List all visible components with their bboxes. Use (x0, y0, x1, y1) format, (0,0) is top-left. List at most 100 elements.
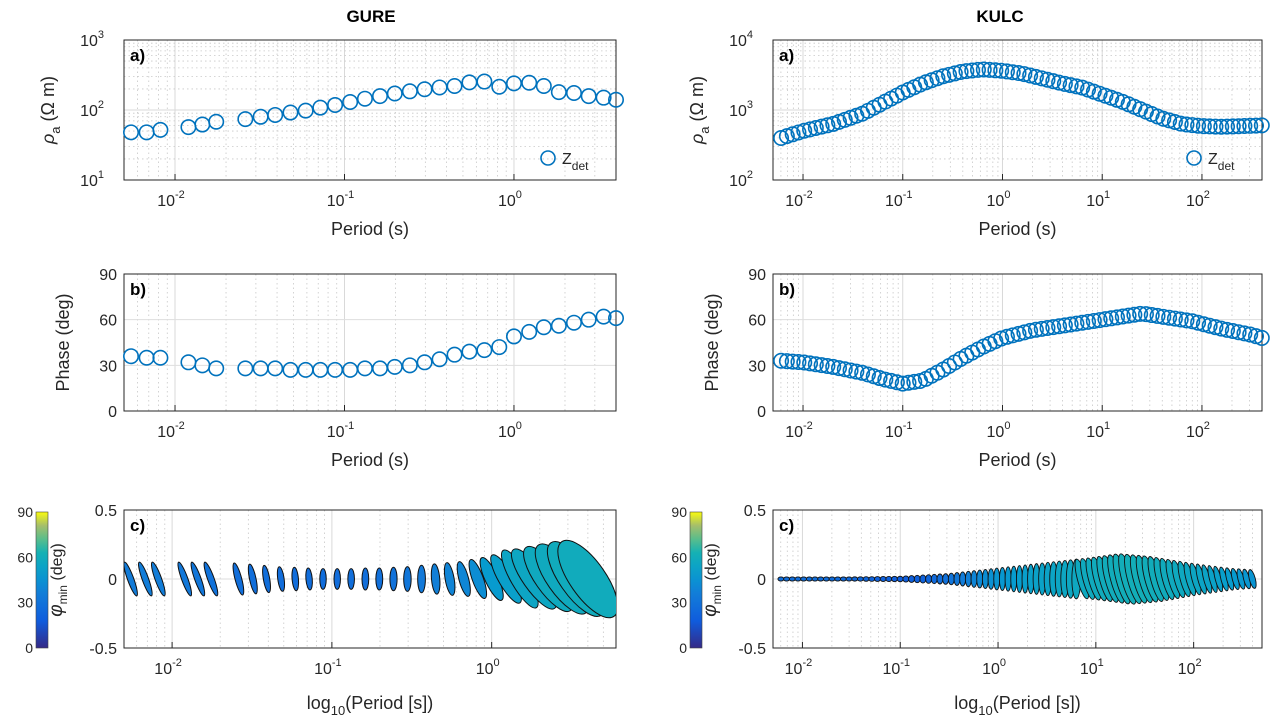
phase-marker (461, 343, 478, 360)
phase-tensor-ellipse (891, 575, 898, 583)
phase-tensor-ellipse (805, 576, 813, 582)
colorbar-tick-label: 60 (671, 549, 687, 565)
gure-c-frame (123, 509, 617, 649)
x-tick-label: 100 (987, 189, 1011, 210)
rho-marker (807, 120, 824, 137)
phase-marker (580, 311, 597, 328)
phase-tensor-ellipse (150, 561, 166, 597)
phase-tensor-ellipse (1010, 565, 1018, 593)
rho-marker (371, 88, 388, 105)
phase-tensor-ellipse (203, 561, 219, 597)
phase-tensor-ellipse (845, 576, 853, 582)
phase-marker (267, 360, 284, 377)
rho-marker (607, 91, 624, 108)
colorbar-tick-label: 0 (25, 640, 33, 656)
phase-marker (1033, 320, 1050, 337)
colorbar-tick-label: 90 (17, 504, 33, 520)
ellipse-group (124, 539, 616, 619)
panel-label: c) (130, 516, 145, 535)
phase-tensor-ellipse (862, 576, 870, 582)
phase-marker (790, 353, 807, 370)
phase-tensor-ellipse (970, 570, 978, 588)
rho-marker (595, 89, 612, 106)
phase-marker (883, 372, 900, 389)
phase-tensor-ellipse (247, 563, 258, 595)
phase-tensor-ellipse (262, 564, 271, 594)
colorbar (35, 511, 49, 649)
phase-marker (813, 357, 830, 374)
phase-marker (505, 328, 522, 345)
phase-marker (1137, 306, 1154, 323)
rho-marker (964, 62, 981, 79)
phase-marker (1190, 314, 1207, 331)
phase-marker (1253, 329, 1270, 346)
phase-marker (1166, 310, 1183, 327)
x-tick-label: 10-1 (885, 189, 913, 210)
x-tick-label: 100 (476, 657, 500, 678)
rho-marker (401, 83, 418, 100)
x-tick-label: 100 (987, 420, 1011, 441)
phase-marker (888, 374, 905, 391)
phase-marker (848, 363, 865, 380)
phase-marker (871, 370, 888, 387)
y-tick-label: 0 (108, 572, 117, 589)
rho-marker (267, 106, 284, 123)
rho-marker (194, 116, 211, 133)
gure-b-frame (123, 273, 617, 412)
phase-tensor-ellipse (557, 539, 616, 619)
phase-tensor-ellipse (232, 562, 245, 596)
rho-marker (550, 84, 567, 101)
phase-tensor-ellipse (856, 576, 864, 582)
rho-marker (1248, 117, 1265, 134)
rho-marker (476, 73, 493, 90)
rho-marker (282, 104, 299, 121)
legend-label: Zdet (1208, 151, 1235, 173)
phase-marker (476, 342, 493, 359)
phase-marker (237, 360, 254, 377)
rho-marker (975, 61, 992, 78)
phase-marker (998, 328, 1015, 345)
y-tick-label: 104 (729, 29, 753, 50)
rho-marker (1201, 118, 1218, 135)
colorbar-tick-label: 60 (17, 549, 33, 565)
phase-tensor-ellipse (777, 576, 785, 582)
phase-tensor-ellipse (794, 576, 802, 582)
phase-tensor-ellipse (468, 558, 488, 600)
phase-tensor-ellipse (361, 567, 370, 591)
phase-marker (1045, 319, 1062, 336)
rho-marker (802, 121, 819, 138)
y-tick-label: 103 (729, 99, 753, 120)
rho-marker (342, 94, 359, 111)
rho-marker (1172, 115, 1189, 132)
phase-tensor-ellipse (834, 576, 842, 582)
x-axis-label: Period (s) (331, 450, 409, 470)
x-tick-label: 10-1 (882, 657, 910, 678)
phase-marker (521, 323, 538, 340)
x-tick-label: 10-1 (314, 657, 342, 678)
y-tick-label: 0 (108, 404, 117, 421)
phase-marker (1161, 309, 1178, 326)
phase-tensor-ellipse (783, 576, 791, 582)
x-tick-label: 10-1 (885, 420, 913, 441)
y-tick-label: 102 (80, 99, 104, 120)
x-axis-label: Period (s) (978, 219, 1056, 239)
phase-tensor-ellipse (976, 569, 984, 589)
panel-label: b) (130, 280, 146, 299)
y-tick-label: 0.5 (744, 503, 766, 520)
x-tick-label: 102 (1178, 657, 1202, 678)
rho-marker (152, 121, 169, 138)
y-axis-label: ρa (Ω m) (38, 76, 63, 145)
phase-marker (607, 310, 624, 327)
x-axis-label: log10(Period [s]) (954, 693, 1081, 718)
rho-marker (208, 113, 225, 130)
y-tick-label: 90 (748, 267, 766, 284)
phase-marker (842, 362, 859, 379)
phase-tensor-ellipse (430, 563, 441, 595)
panel-label: c) (779, 516, 794, 535)
phase-tensor-ellipse (942, 573, 950, 585)
phase-tensor-ellipse (902, 575, 910, 583)
phase-marker (123, 348, 140, 365)
y-tick-label: 90 (99, 267, 117, 284)
y-tick-label: 60 (748, 313, 766, 330)
phase-marker (825, 358, 842, 375)
